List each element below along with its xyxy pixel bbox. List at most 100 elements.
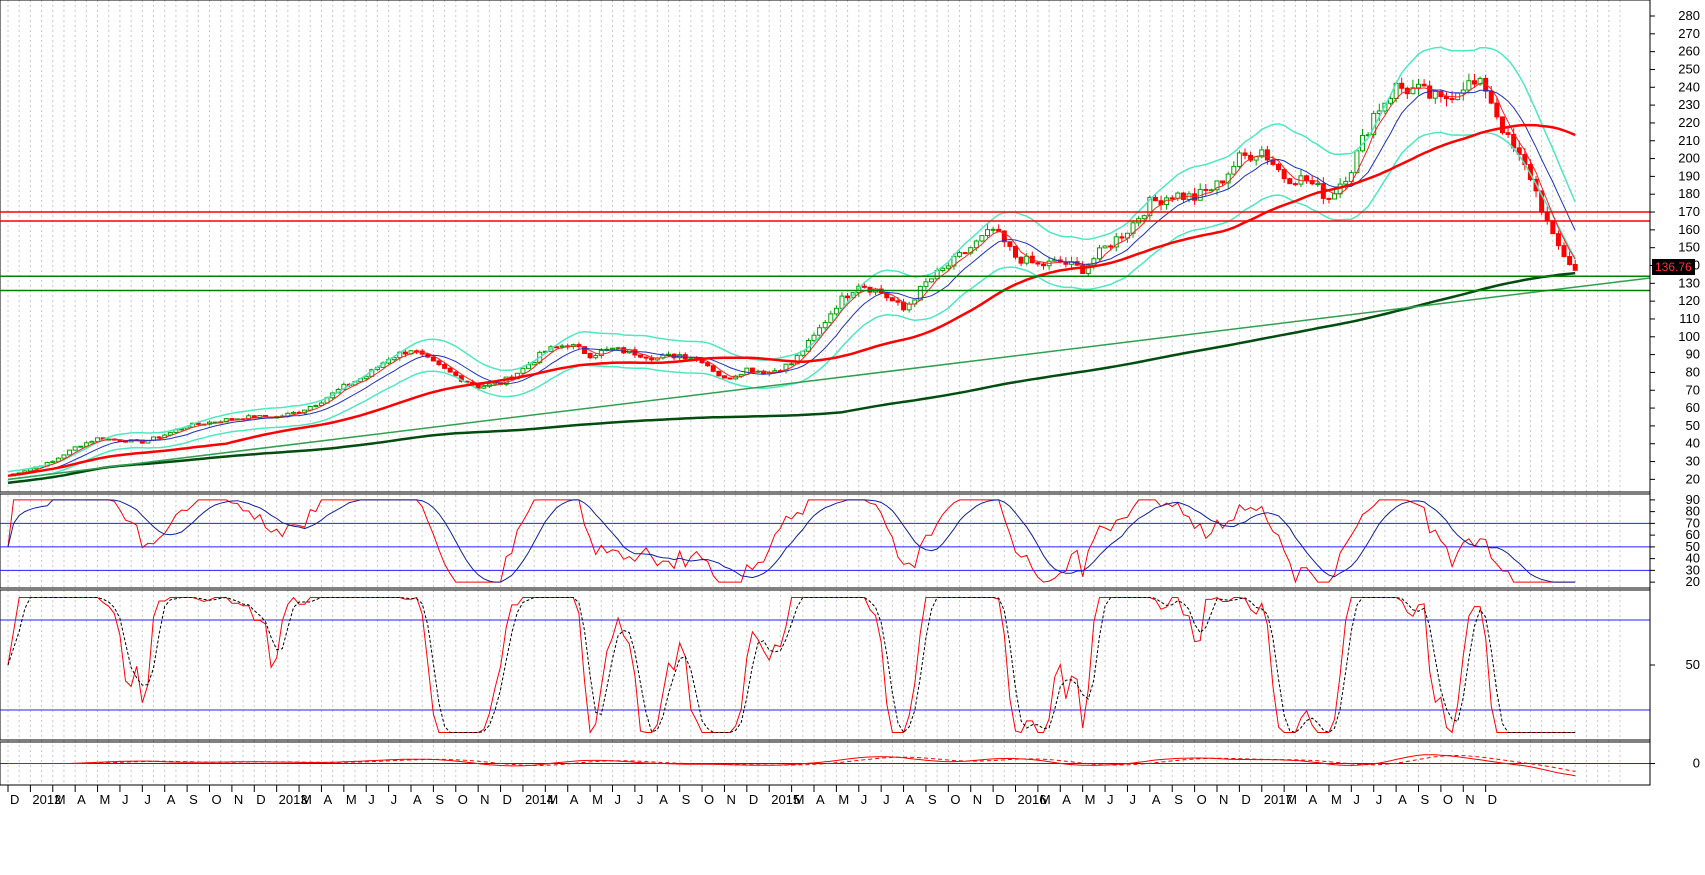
last-price-label: 136.76 [1652,259,1695,275]
x-tick-label: M [301,792,312,807]
candle-body [1001,230,1007,243]
candle-body [61,454,67,459]
candle-body [749,367,755,373]
y-tick-label: 30 [1686,454,1700,469]
y-tick-label: 40 [1686,551,1700,566]
osc2-k-line [7,596,1576,734]
candle-body [1471,80,1477,85]
candle-body [1180,192,1186,200]
candle-body [1147,196,1153,217]
x-tick-label: M [547,792,558,807]
candle-body [973,240,979,249]
candle-body [1287,178,1293,185]
candle-body [1326,197,1332,200]
x-tick-label: A [1398,792,1407,807]
y-tick-label: 70 [1686,382,1700,397]
candle-body [95,437,101,442]
y-tick-label: 50 [1686,539,1700,554]
y-tick-label: 80 [1686,504,1700,519]
x-tick-label: A [77,792,86,807]
candle-body [1220,180,1226,184]
x-tick-label: M [592,792,603,807]
x-tick-label: A [570,792,579,807]
y-tick-label: 260 [1678,44,1700,59]
candle-body [1281,169,1287,180]
y-axis: 2030405060708090100110120130140150160170… [1650,8,1700,771]
candle-body [1304,175,1310,182]
y-tick-label: 80 [1686,364,1700,379]
x-tick-label: O [458,792,468,807]
candle-body [1466,80,1472,91]
osc3-signal [8,755,1576,772]
candle-body [1410,87,1416,95]
candle-body [598,350,604,357]
candle-body [1315,183,1321,186]
candle-body [1488,90,1494,104]
candle-body [1443,96,1449,100]
x-tick-label: A [1062,792,1071,807]
osc1-signal [7,499,1576,583]
candle-body [1264,149,1270,161]
candle-body [67,449,73,456]
x-tick-label: A [323,792,332,807]
candle-body [78,445,84,448]
candle-body [1516,147,1522,155]
candle-body [89,440,95,444]
x-tick-label: S [435,792,444,807]
ma-red [7,123,1576,478]
candle-body [889,297,895,302]
candle-body [1292,183,1298,186]
candle-body [1421,83,1427,87]
candle-body [1119,236,1125,239]
candle-body [1231,165,1237,175]
candle-body [1113,236,1119,248]
candle-body [637,354,643,358]
candle-body [453,371,459,377]
candle-body [895,300,901,303]
candle-body [1343,180,1349,185]
x-tick-label: D [10,792,19,807]
x-tick-label: 2015 [771,792,800,807]
y-tick-label: 70 [1686,515,1700,530]
x-tick-label: M [346,792,357,807]
x-tick-label: J [1129,792,1136,807]
candle-body [195,422,201,425]
y-tick-label: 220 [1678,115,1700,130]
candle-body [475,384,481,389]
x-axis-band [0,785,1650,875]
y-tick-label: 0 [1693,756,1700,771]
candle-body [531,361,537,366]
candle-body [1477,77,1483,85]
x-tick-label: J [637,792,644,807]
x-tick-label: M [838,792,849,807]
y-tick-label: 120 [1678,293,1700,308]
x-tick-label: A [1152,792,1161,807]
x-tick-label: D [995,792,1004,807]
candle-body [492,382,498,385]
y-tick-label: 90 [1686,347,1700,362]
candle-body [436,360,442,365]
candle-body [1432,90,1438,99]
candle-body [1399,82,1405,89]
candle-body [906,303,912,311]
candle-body [929,278,935,283]
candle-body [1236,152,1242,167]
y-tick-label: 100 [1678,329,1700,344]
candle-body [1388,97,1394,104]
x-tick-label: O [704,792,714,807]
panels [0,0,1651,875]
y-tick-label: 110 [1679,311,1700,326]
oscillator-3-panel [0,754,1650,777]
x-tick-label: D [1488,792,1497,807]
candle-body [727,377,733,380]
candle-body [363,375,369,380]
x-tick-label: O [1443,792,1453,807]
candle-body [789,363,795,366]
candle-body [1108,245,1114,248]
candle-body [559,345,565,348]
x-tick-label: N [1465,792,1474,807]
candle-body [979,235,985,242]
x-tick-label: 2014 [525,792,554,807]
candle-body [923,281,929,287]
